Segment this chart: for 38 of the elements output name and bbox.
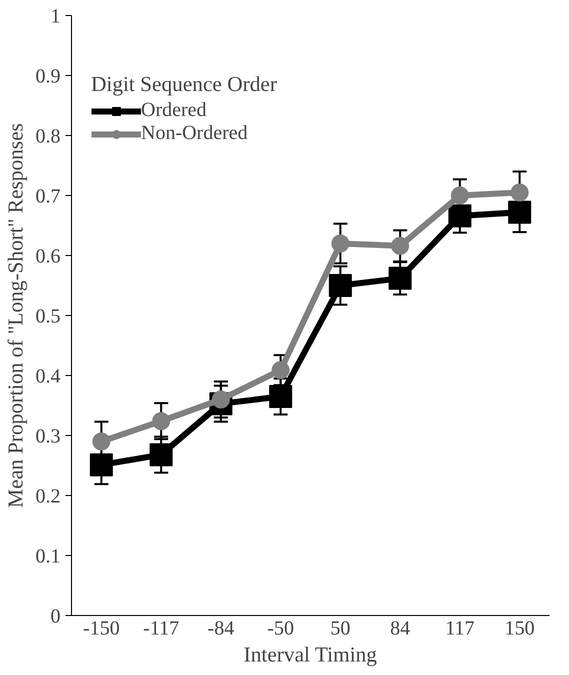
y-tick-label: 0.7 — [36, 186, 60, 208]
point — [92, 432, 110, 450]
point — [508, 200, 532, 224]
y-tick-label: 0.4 — [36, 366, 60, 388]
point — [90, 453, 113, 476]
point — [269, 385, 292, 408]
legend-label: Non-Ordered — [141, 122, 248, 145]
point — [152, 412, 170, 430]
x-tick-label: 150 — [504, 618, 535, 640]
point — [150, 443, 173, 466]
point — [272, 361, 290, 380]
point — [450, 186, 469, 204]
y-tick-label: 0.1 — [36, 546, 60, 568]
x-tick-label: -150 — [83, 618, 120, 640]
point — [328, 274, 352, 297]
point — [391, 236, 410, 255]
point — [388, 266, 412, 290]
y-axis-title: Mean Proportion of "Long-Short" Responses — [4, 123, 28, 508]
point — [448, 204, 472, 228]
y-tick-label: 0.2 — [36, 486, 60, 508]
y-tick-label: 0 — [50, 606, 60, 628]
x-tick-label: 50 — [330, 618, 350, 640]
x-axis-title: Interval Timing — [244, 642, 378, 666]
y-tick-label: 0.5 — [36, 306, 60, 328]
y-tick-label: 0.3 — [36, 426, 60, 448]
y-tick-label: 1 — [50, 6, 60, 28]
x-tick-label: -84 — [208, 618, 234, 640]
x-tick-label: 84 — [390, 618, 410, 640]
y-tick-label: 0.9 — [36, 66, 60, 88]
y-tick-label: 0.6 — [36, 246, 60, 268]
x-tick-label: -50 — [267, 618, 294, 640]
legend-title: Digit Sequence Order — [91, 72, 277, 97]
x-tick-label: 117 — [445, 618, 475, 640]
point — [510, 184, 529, 202]
x-tick-label: -117 — [143, 618, 180, 640]
y-tick-label: 0.8 — [36, 126, 60, 148]
point — [331, 234, 350, 252]
legend-label: Ordered — [141, 99, 207, 122]
